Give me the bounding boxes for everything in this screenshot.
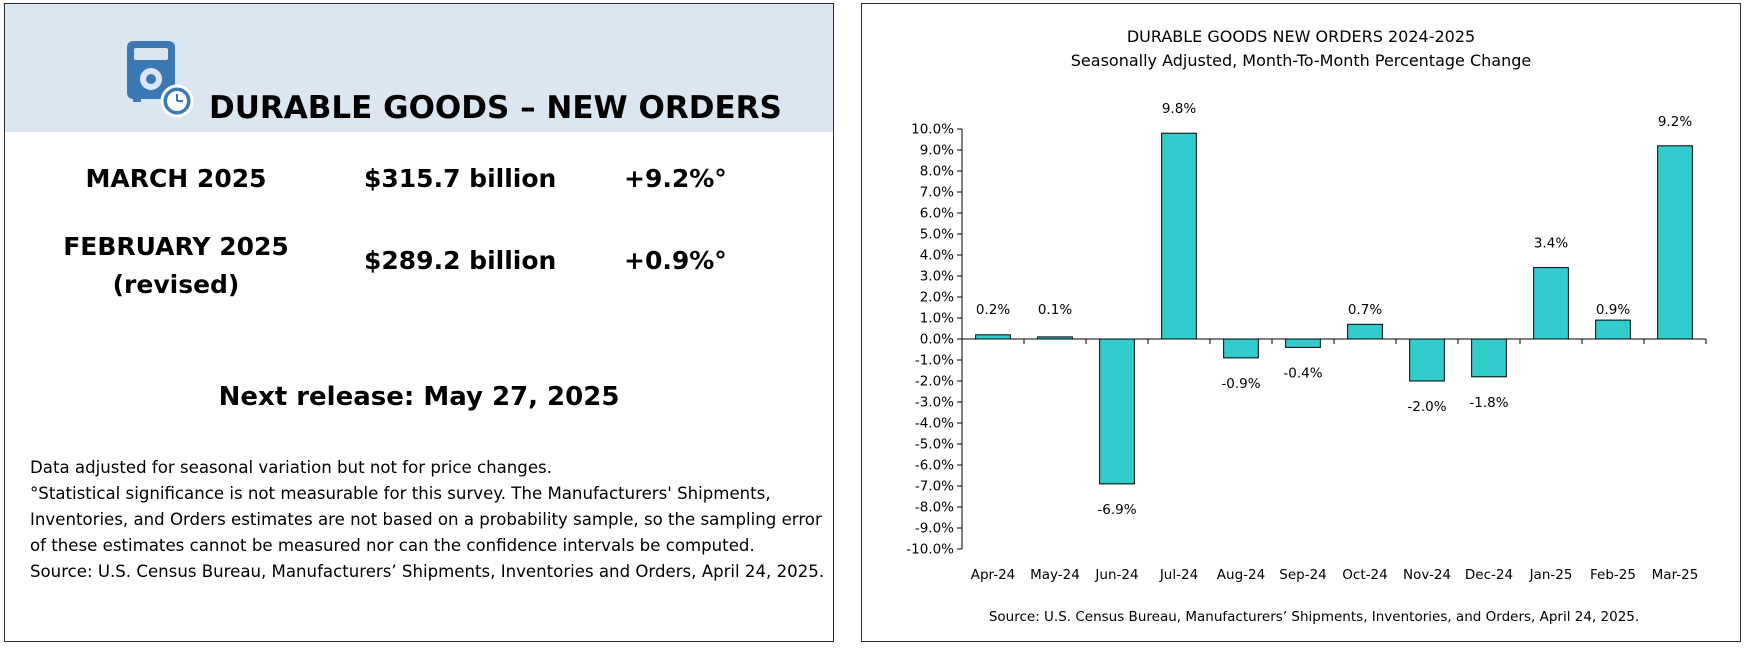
bar-jan-25 — [1533, 267, 1569, 340]
prior-month-value: $289.2 billion — [364, 246, 557, 275]
data-label: 0.2% — [976, 302, 1010, 318]
y-tick-label: 7.0% — [920, 185, 954, 201]
x-tick-label: Aug-24 — [1217, 567, 1265, 583]
bars — [975, 132, 1693, 485]
data-labels: 0.2% 0.1% -6.9% 9.8% -0.9% -0.4% 0.7% -2.0% -1.8… — [976, 101, 1692, 518]
chart-panel: DURABLE GOODS NEW ORDERS 2024-2025 Seaso… — [861, 3, 1741, 642]
prior-month-label-line1: FEBRUARY 2025 — [63, 232, 289, 261]
y-tick-label: 2.0% — [920, 290, 954, 306]
data-label: -0.4% — [1283, 365, 1322, 381]
y-tick-label: 3.0% — [920, 269, 954, 285]
data-label: 3.4% — [1534, 236, 1568, 252]
bar-oct-24 — [1347, 323, 1383, 340]
y-tick-label: 6.0% — [920, 206, 954, 222]
data-label: -6.9% — [1097, 502, 1136, 518]
x-tick-label: Jun-24 — [1094, 567, 1138, 583]
bar-apr-24 — [975, 334, 1011, 340]
prior-month-label-line2: (revised) — [112, 270, 240, 299]
y-tick-label: -7.0% — [915, 479, 954, 495]
summary-panel: DURABLE GOODS – NEW ORDERS MARCH 2025 $3… — [4, 3, 834, 642]
bar-jun-24 — [1099, 338, 1135, 485]
data-label: -1.8% — [1469, 395, 1508, 411]
data-label: 0.7% — [1348, 302, 1382, 318]
y-tick-label: 1.0% — [920, 311, 954, 327]
bar-sep-24 — [1285, 338, 1321, 348]
note-source: Source: U.S. Census Bureau, Manufacturer… — [30, 562, 825, 581]
y-tick-label: 0.0% — [920, 332, 954, 348]
data-label: 9.2% — [1658, 114, 1692, 130]
current-month-value: $315.7 billion — [364, 164, 557, 193]
current-month-label: MARCH 2025 — [85, 164, 267, 193]
y-tick-label: -2.0% — [915, 374, 954, 390]
prior-month-change: +0.9%° — [624, 246, 727, 275]
chart-subtitle: Seasonally Adjusted, Month-To-Month Perc… — [1071, 51, 1531, 70]
y-tick-label: 9.0% — [920, 143, 954, 159]
y-tick-label: -10.0% — [906, 542, 954, 558]
x-axis: Apr-24 May-24 Jun-24 Jul-24 Aug-24 Sep-24 Oct-… — [961, 338, 1707, 583]
y-tick-label: -3.0% — [915, 395, 954, 411]
y-axis: 10.0% 9.0% 8.0% 7.0% 6.0% 5.0% 4.0% 3.0% 2.0% 1.0… — [906, 122, 963, 558]
x-tick-label: Mar-25 — [1652, 567, 1699, 583]
data-label: 0.9% — [1596, 302, 1630, 318]
note-adjustment: Data adjusted for seasonal variation but… — [30, 458, 552, 477]
page-title: DURABLE GOODS – NEW ORDERS — [209, 90, 782, 126]
y-tick-label: 5.0% — [920, 227, 954, 243]
data-label: -0.9% — [1221, 376, 1260, 392]
data-label: 9.8% — [1162, 101, 1196, 117]
y-tick-label: -9.0% — [915, 521, 954, 537]
x-tick-label: Feb-25 — [1590, 567, 1636, 583]
y-tick-label: 4.0% — [920, 248, 954, 264]
bar-jul-24 — [1161, 132, 1197, 340]
factory-clock-icon — [127, 41, 194, 118]
bar-chart: DURABLE GOODS NEW ORDERS 2024-2025 Seaso… — [906, 27, 1707, 625]
bar-nov-24 — [1409, 338, 1445, 382]
chart-title: DURABLE GOODS NEW ORDERS 2024-2025 — [1127, 27, 1475, 46]
y-tick-label: 8.0% — [920, 164, 954, 180]
x-tick-label: Dec-24 — [1465, 567, 1513, 583]
notes: Data adjusted for seasonal variation but… — [30, 455, 830, 585]
bar-mar-25 — [1657, 145, 1693, 340]
next-release: Next release: May 27, 2025 — [218, 382, 620, 412]
y-tick-label: -8.0% — [915, 500, 954, 516]
y-tick-label: -6.0% — [915, 458, 954, 474]
x-tick-label: Jan-25 — [1529, 567, 1573, 583]
x-tick-label: Oct-24 — [1342, 567, 1387, 583]
x-tick-label: Jul-24 — [1159, 567, 1198, 583]
y-tick-label: -5.0% — [915, 437, 954, 453]
data-label: 0.1% — [1038, 302, 1072, 318]
x-tick-label: Nov-24 — [1403, 567, 1451, 583]
data-label: -2.0% — [1407, 399, 1446, 415]
x-tick-label: May-24 — [1030, 567, 1080, 583]
x-tick-label: Sep-24 — [1279, 567, 1327, 583]
current-month-change: +9.2%° — [624, 164, 727, 193]
y-tick-label: -1.0% — [915, 353, 954, 369]
y-tick-label: 10.0% — [911, 122, 954, 138]
y-tick-label: -4.0% — [915, 416, 954, 432]
x-tick-label: Apr-24 — [971, 567, 1016, 583]
chart-source: Source: U.S. Census Bureau, Manufacturer… — [989, 609, 1639, 625]
bar-dec-24 — [1471, 338, 1507, 378]
bar-feb-25 — [1595, 319, 1631, 340]
bar-aug-24 — [1223, 338, 1259, 359]
note-significance: °Statistical significance is not measura… — [30, 484, 822, 555]
prior-month-label: FEBRUARY 2025 (revised) — [56, 228, 296, 304]
